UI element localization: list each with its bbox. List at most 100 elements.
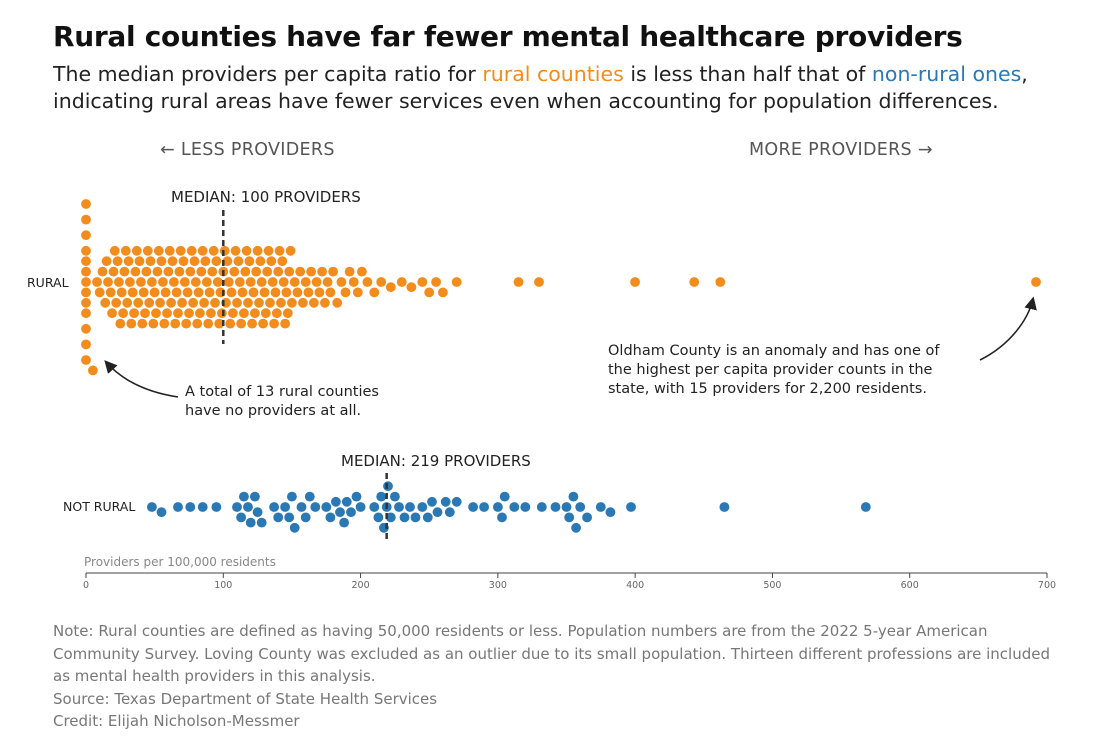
non-rural-county-dot [390, 491, 400, 502]
non-rural-county-dot [376, 491, 387, 502]
rural-county-dot [186, 245, 197, 256]
rural-county-dot [120, 245, 131, 256]
rural-county-dot [81, 256, 91, 267]
rural-county-dot [81, 339, 91, 350]
rural-county-dot [158, 277, 168, 287]
non-rural-county-dot [355, 502, 366, 512]
rural-county-dot [92, 277, 102, 287]
rural-county-dot [251, 266, 262, 277]
rural-county-dot [175, 245, 186, 256]
rural-county-dot [236, 318, 247, 329]
rural-county-dot [278, 277, 289, 287]
rural-county-dot [195, 308, 205, 319]
rural-county-dot [184, 308, 194, 319]
non-rural-county-dot [211, 502, 222, 512]
rural-county-dot [352, 287, 363, 298]
rural-county-dot [97, 266, 108, 277]
rural-county-dot [237, 287, 248, 298]
non-rural-county-dot [582, 512, 592, 523]
rural-county-dot [336, 277, 347, 287]
oldham-annotation: Oldham County is an anomaly and has one … [608, 343, 940, 397]
rural-county-dot [282, 308, 293, 319]
rural-county-dot [258, 318, 268, 329]
rural-county-dot [385, 282, 396, 293]
chart-title: Rural counties have far fewer mental hea… [53, 20, 963, 53]
rural-county-dot [133, 297, 144, 308]
rural-county-dot [156, 256, 167, 267]
rural-county-dot [228, 308, 238, 319]
rural-county-dot [259, 287, 270, 298]
x-tick-label: 700 [1038, 580, 1056, 591]
rural-county-dot [233, 256, 244, 267]
non-rural-county-dot [339, 517, 349, 528]
rural-county-dot [357, 266, 367, 277]
rural-county-dot [513, 277, 524, 287]
rural-county-dot [219, 245, 230, 256]
rural-county-dot [208, 245, 219, 256]
chart-subtitle: The median providers per capita ratio fo… [53, 61, 1093, 115]
rural-county-dot [81, 230, 91, 241]
rural-county-dot [182, 287, 193, 298]
non-rural-county-dot [468, 502, 478, 512]
non-rural-county-dot [321, 502, 332, 512]
non-rural-county-dot [325, 512, 336, 523]
non-rural-county-dot [520, 502, 531, 512]
rural-county-dot [244, 256, 255, 267]
rural-county-dot [124, 277, 135, 287]
rural-county-dot [376, 277, 387, 287]
rural-county-dot [204, 287, 215, 298]
non-rural-county-dot [444, 507, 455, 518]
rural-county-dot [126, 318, 137, 329]
less-providers-label: ← LESS PROVIDERS [160, 140, 335, 160]
rural-county-dot [105, 287, 116, 298]
rural-county-dot [199, 297, 210, 308]
credit-text: Credit: Elijah Nicholson-Messmer [53, 712, 300, 730]
rural-county-dot [431, 277, 441, 287]
non-rural-county-dot [273, 512, 284, 523]
rural-county-dot [119, 266, 130, 277]
rural-county-dot [328, 266, 338, 277]
rural-county-dot [274, 245, 285, 256]
non-rural-county-dot [595, 502, 606, 512]
rural-county-dot [81, 308, 91, 319]
rural-county-dot [287, 297, 297, 308]
rural-county-dot [81, 355, 91, 365]
rural-county-dot [222, 256, 233, 267]
notes-block: Note: Rural counties are defined as havi… [53, 620, 1053, 733]
rural-county-dot [284, 266, 295, 277]
non-rural-county-dot [300, 512, 311, 523]
rural-county-dot [212, 277, 223, 287]
rural-county-dot [108, 266, 119, 277]
note-text: Note: Rural counties are defined as havi… [53, 622, 1051, 685]
rural-county-dot [81, 323, 91, 334]
rural-county-dot [217, 308, 227, 319]
rural-county-dot [320, 297, 330, 308]
non-rural-county-dot [331, 496, 341, 507]
non-rural-county-dot [287, 491, 297, 502]
rural-county-dot [1031, 277, 1041, 287]
non-rural-county-dot [245, 517, 256, 528]
rural-county-dot [206, 308, 216, 319]
rural-county-dot [255, 256, 266, 267]
rural-county-dot [303, 287, 314, 298]
oldham-arrow [979, 296, 1037, 361]
x-axis-label: Providers per 100,000 residents [84, 555, 276, 569]
rural-county-dot [103, 277, 113, 287]
x-tick-label: 400 [626, 580, 644, 591]
non-rural-county-dot [236, 512, 247, 523]
rural-county-dot [306, 266, 316, 277]
rural-county-dot [81, 277, 91, 287]
rural-county-dot [118, 308, 128, 319]
non-rural-county-dot [385, 512, 396, 523]
rural-county-dot [715, 277, 726, 287]
rural-county-dot [166, 297, 177, 308]
rural-county-dot [152, 266, 163, 277]
rural-county-dot [248, 287, 259, 298]
rural-county-dot [285, 245, 296, 256]
rural-county-dot [101, 256, 112, 267]
non-rural-county-dot [304, 491, 315, 502]
non-rural-county-dot [256, 517, 267, 528]
non-rural-county-dot [860, 502, 871, 512]
rural-county-dot [317, 266, 327, 277]
rural-county-dot [130, 266, 141, 277]
